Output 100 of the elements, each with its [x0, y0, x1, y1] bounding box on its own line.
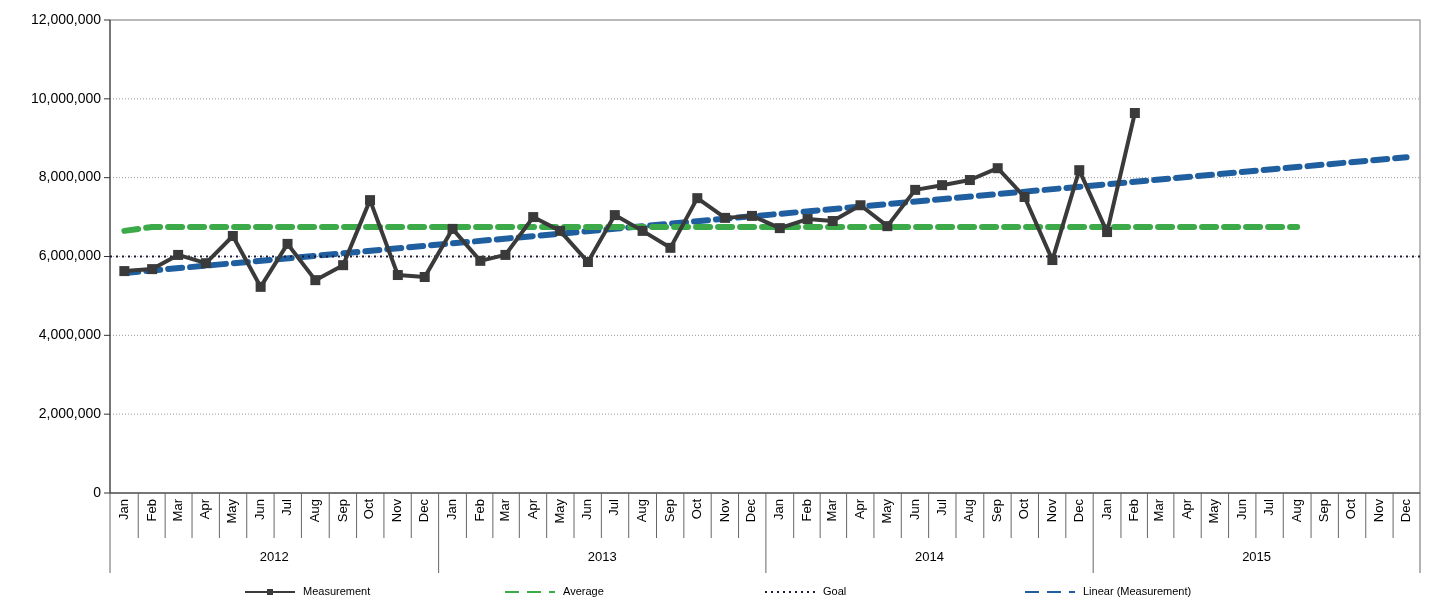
point — [173, 249, 184, 260]
x-tick-label: Feb — [1126, 499, 1142, 522]
text: 2013 — [587, 549, 617, 564]
point — [964, 175, 975, 186]
point — [1102, 227, 1113, 238]
x-tick-label: Nov — [1043, 498, 1059, 523]
point — [1019, 191, 1030, 202]
x-tick-label: Mar — [496, 498, 512, 522]
point — [637, 225, 648, 236]
point — [882, 221, 893, 232]
point — [392, 270, 403, 281]
text: 2014 — [915, 549, 944, 564]
x-tick-label: May — [1206, 498, 1222, 524]
point — [282, 238, 293, 249]
x-tick-label: Jul — [606, 498, 622, 516]
legend-label: Linear (Measurement) — [1083, 584, 1192, 597]
point — [855, 200, 866, 211]
legend-label: Measurement — [303, 584, 371, 597]
point — [147, 264, 158, 275]
point — [827, 216, 838, 227]
x-tick-label: Apr — [851, 498, 867, 520]
x-tick-label: Jan — [771, 499, 787, 520]
x-tick-label: Mar — [1151, 498, 1167, 522]
x-tick-label: Apr — [1179, 498, 1195, 520]
y-tick-label: 0 — [93, 483, 102, 500]
x-tick-label: May — [878, 498, 894, 524]
point — [365, 195, 376, 206]
x-tick-label: Dec — [743, 498, 759, 523]
y-tick-label: 2,000,000 — [38, 404, 102, 421]
x-tick-label: Nov — [716, 498, 732, 523]
point — [227, 231, 238, 241]
x-tick-label: May — [551, 498, 567, 524]
x-tick-label: Oct — [688, 498, 704, 520]
point — [582, 257, 593, 268]
x-tick-label: Jun — [1233, 499, 1249, 520]
y-tick-label: 8,000,000 — [38, 168, 102, 185]
x-tick-label: Sep — [1316, 499, 1332, 523]
point — [910, 184, 921, 195]
x-tick-label: Oct — [361, 498, 377, 520]
point — [119, 266, 130, 277]
x-tick-label: May — [224, 498, 240, 524]
point — [665, 242, 676, 253]
x-tick-label: Jul — [933, 498, 949, 516]
y-tick-label: 4,000,000 — [38, 326, 102, 343]
x-tick-label: Dec — [1070, 498, 1086, 523]
point — [338, 260, 349, 271]
point — [609, 210, 620, 221]
point — [419, 272, 430, 282]
point — [447, 223, 458, 234]
x-tick-label: Jul — [278, 498, 294, 516]
point — [1074, 165, 1085, 176]
point — [747, 210, 757, 221]
x-tick-label: Nov — [389, 498, 405, 523]
x-tick-label: Sep — [661, 499, 677, 523]
text: 2012 — [259, 549, 289, 564]
x-tick-label: Apr — [524, 498, 540, 520]
x-tick-label: Jul — [1260, 498, 1276, 516]
point — [992, 163, 1003, 174]
x-tick-label: Dec — [416, 498, 432, 523]
point — [528, 212, 539, 223]
x-tick-label: Apr — [197, 498, 213, 520]
x-tick-label: Aug — [961, 499, 977, 523]
text: 2015 — [1242, 549, 1272, 564]
x-tick-label: Jan — [1098, 499, 1114, 520]
x-tick-label: Aug — [306, 499, 322, 523]
point — [200, 258, 211, 269]
legend-label: Goal — [823, 584, 847, 597]
x-tick-label: Jan — [115, 499, 131, 520]
point — [1129, 108, 1140, 119]
x-tick-label: Sep — [334, 499, 350, 523]
x-tick-label: Nov — [1371, 498, 1387, 523]
point — [475, 255, 486, 266]
y-tick-label: 12,000,000 — [30, 10, 102, 27]
point — [802, 214, 813, 225]
point — [310, 275, 321, 286]
point — [1047, 255, 1058, 266]
point — [937, 180, 948, 191]
point — [500, 249, 511, 260]
x-tick-label: Oct — [1016, 498, 1032, 520]
x-tick-label: Aug — [634, 499, 650, 523]
x-tick-label: Feb — [799, 499, 815, 522]
legend-label: Average — [563, 584, 604, 597]
x-tick-label: Jun — [579, 499, 595, 520]
x-tick-label: Feb — [471, 499, 487, 522]
point — [255, 281, 266, 292]
point — [720, 212, 731, 223]
x-tick-label: Feb — [143, 499, 159, 522]
x-tick-label: Mar — [824, 498, 840, 522]
x-tick-label: Sep — [989, 499, 1005, 523]
x-tick-label: Jun — [906, 499, 922, 520]
x-tick-label: Jan — [443, 499, 459, 520]
point — [774, 223, 785, 234]
x-tick-label: Jun — [252, 499, 268, 520]
y-tick-label: 6,000,000 — [38, 247, 102, 264]
y-tick-label: 10,000,000 — [30, 89, 102, 106]
point — [555, 225, 566, 236]
point — [692, 193, 703, 204]
x-tick-label: Oct — [1343, 498, 1359, 520]
x-tick-label: Dec — [1397, 498, 1413, 523]
x-tick-label: Mar — [169, 498, 185, 522]
